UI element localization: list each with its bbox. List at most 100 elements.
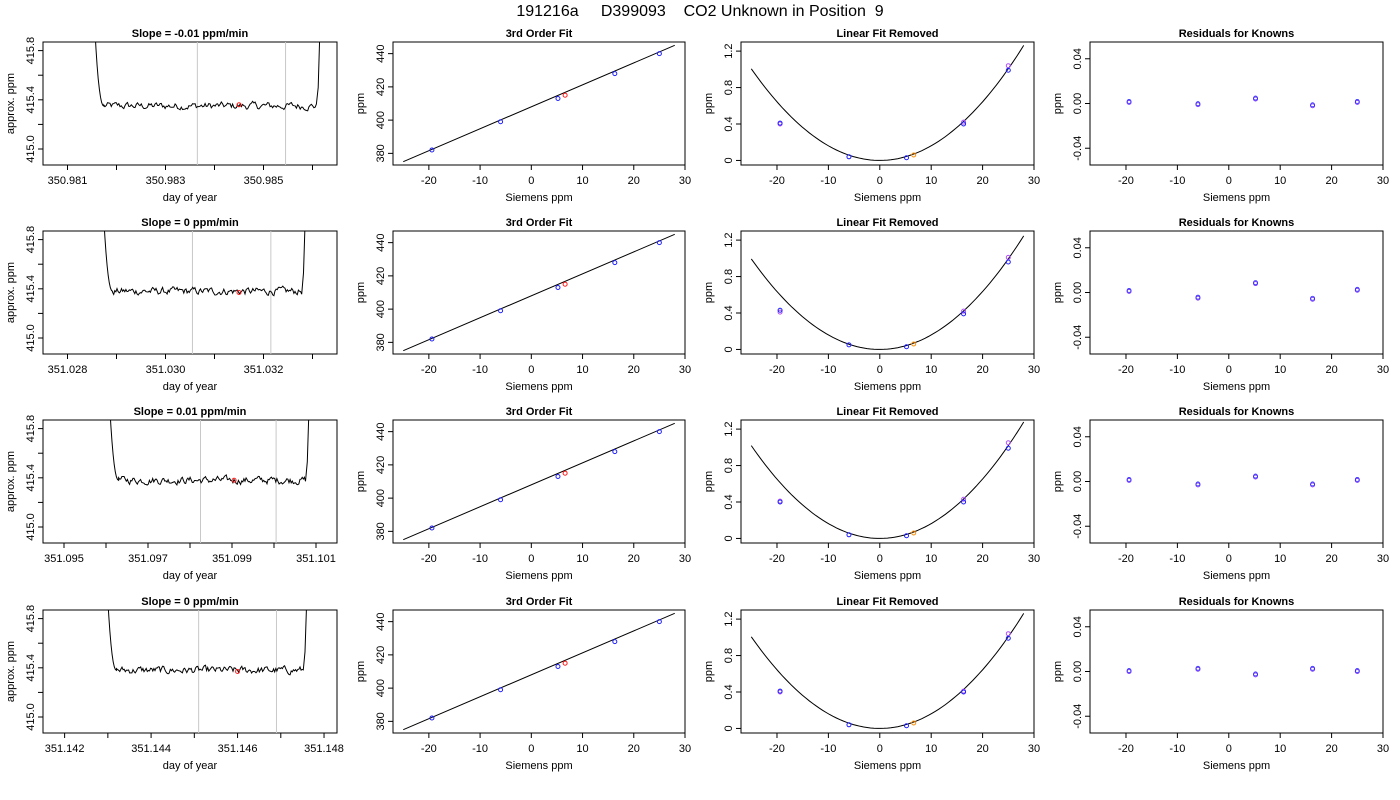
r3-residuals-residual-point — [1253, 473, 1258, 479]
r1-fit-known-point — [656, 51, 662, 57]
r4-fit-ytick-label: 420 — [375, 646, 387, 664]
r4-linear-removed-frame — [740, 609, 1035, 734]
r1-linear-removed-xtick-label: -10 — [820, 175, 836, 187]
r4-time-series-xtick-label: 351.142 — [45, 743, 85, 755]
r1-fit-unknown-point — [562, 92, 568, 98]
r2-residuals-frame — [1089, 230, 1384, 355]
r1-linear-removed-ytick-label: 0.8 — [723, 80, 735, 95]
r1-fit-frame — [392, 41, 686, 166]
r1-time-series-ytick-label: 415.0 — [25, 135, 37, 163]
r3-time-series-unknown-point — [231, 477, 237, 483]
r3-residuals-xtick-label: 30 — [1377, 553, 1389, 565]
r3-linear-removed-known-point — [777, 499, 783, 505]
r2-fit-known-point — [429, 336, 435, 342]
r3-residuals-ytick-label: 0.04 — [1072, 426, 1084, 447]
r3-residuals-xlabel: Siemens ppm — [1203, 570, 1270, 582]
r2-time-series-xtick-label: 351.030 — [146, 364, 186, 376]
r3-time-series-xlabel: day of year — [163, 570, 218, 582]
r4-residuals-residual-point — [1195, 665, 1201, 671]
r1-fit-ylabel: ppm — [355, 93, 367, 114]
r3-time-series-ytick-label: 415.0 — [25, 513, 37, 541]
r2-fit-fit-line — [403, 233, 675, 352]
r3-residuals-frame — [1089, 419, 1384, 544]
r2-residuals-residual-point — [1195, 294, 1201, 300]
r1-fit-ytick-label: 440 — [375, 44, 387, 62]
r4-time-series-frame — [42, 609, 338, 734]
r2-linear-removed-ylabel: ppm — [703, 282, 715, 303]
r1-linear-removed-known-point-alt — [1005, 63, 1011, 69]
r3-time-series-ytick-label: 415.4 — [25, 464, 37, 492]
r2-linear-removed-known-point — [904, 344, 910, 350]
r1-fit-ytick-label: 380 — [375, 144, 387, 162]
r3-residuals-plot-area — [1126, 473, 1360, 488]
r3-time-series-xtick-label: 351.101 — [296, 553, 336, 565]
r1-residuals-residual-point — [1310, 102, 1315, 108]
r2-fit-xlabel: Siemens ppm — [505, 381, 572, 393]
r2-linear-removed-xtick-label: 20 — [976, 364, 988, 376]
r1-residuals-ylabel: ppm — [1052, 93, 1064, 114]
r1-linear-removed-xlabel: Siemens ppm — [854, 192, 921, 204]
r1-residuals-xtick-label: -10 — [1169, 175, 1185, 187]
r3-linear-removed-ytick-label: 0.4 — [723, 494, 735, 509]
r3-residuals-title: Residuals for Knowns — [1179, 406, 1295, 418]
r3-linear-removed-ytick-label: 1.2 — [723, 421, 735, 436]
r2-residuals-ytick-label: -0.04 — [1072, 325, 1084, 350]
r3-linear-removed-xtick-label: -20 — [769, 553, 785, 565]
r2-time-series-ylabel: approx. ppm — [5, 262, 17, 323]
r4-residuals-ytick-label: -0.04 — [1072, 704, 1084, 729]
r3-fit-known-point — [429, 525, 435, 531]
r1-linear-removed-known-point — [846, 154, 852, 160]
r2-fit-unknown-point — [562, 281, 568, 287]
r4-fit-xtick-label: 0 — [528, 743, 534, 755]
r1-residuals-residual-point — [1354, 99, 1360, 104]
r2-linear-removed-ytick-label: 0.8 — [723, 269, 735, 284]
r4-fit-xlabel: Siemens ppm — [505, 760, 572, 772]
r2-linear-removed-xtick-label: -10 — [820, 364, 836, 376]
r3-fit-xlabel: Siemens ppm — [505, 570, 572, 582]
r2-time-series-ytick-label: 415.4 — [25, 275, 37, 303]
r2-fit-xtick-label: 10 — [576, 364, 588, 376]
r3-linear-removed-known-point-alt — [1005, 440, 1011, 446]
r3-linear-removed-known-point — [846, 532, 852, 538]
r4-fit-ytick-label: 440 — [375, 612, 387, 630]
r1-residuals-xtick-label: 10 — [1274, 175, 1286, 187]
r4-linear-removed-xtick-label: -10 — [820, 743, 836, 755]
r4-linear-removed-known-point — [777, 688, 783, 694]
r4-linear-removed-xtick-label: 30 — [1028, 743, 1040, 755]
r4-residuals-xtick-label: -10 — [1169, 743, 1185, 755]
r3-fit-unknown-point — [562, 470, 568, 476]
r1-linear-removed-title: Linear Fit Removed — [836, 28, 938, 40]
r3-fit-frame — [392, 419, 686, 544]
r2-fit-known-point — [612, 260, 618, 266]
r4-fit-fit-line — [403, 612, 675, 731]
r4-time-series-xtick-label: 351.144 — [131, 743, 171, 755]
r3-fit-title: 3rd Order Fit — [506, 406, 573, 418]
r3-linear-removed-unknown-point — [911, 530, 917, 536]
r4-time-series-title: Slope = 0 ppm/min — [141, 596, 239, 608]
r1-fit-xtick-label: -20 — [421, 175, 437, 187]
r3-fit-ytick-label: 440 — [375, 422, 387, 440]
r3-fit-ytick-label: 400 — [375, 489, 387, 507]
r3-fit-known-point — [612, 449, 618, 455]
r2-residuals-xtick-label: 10 — [1274, 364, 1286, 376]
r2-fit-ytick-label: 420 — [375, 267, 387, 285]
r1-time-series-unknown-point — [236, 102, 242, 108]
r4-linear-removed-xtick-label: -20 — [769, 743, 785, 755]
r4-fit-title: 3rd Order Fit — [506, 596, 573, 608]
r2-time-series-ytick-label: 415.8 — [25, 226, 37, 254]
r4-fit-ytick-label: 400 — [375, 679, 387, 697]
r1-fit-xtick-label: 10 — [576, 175, 588, 187]
r2-residuals-ytick-label: 0.00 — [1072, 282, 1084, 303]
r3-linear-removed-ytick-label: 0.8 — [723, 458, 735, 473]
r3-time-series-trace-line — [110, 420, 310, 486]
r2-residuals-xtick-label: -20 — [1118, 364, 1134, 376]
r4-fit-frame — [392, 609, 686, 734]
r2-linear-removed-known-point — [846, 342, 852, 348]
r4-residuals-xtick-label: -20 — [1118, 743, 1134, 755]
r2-linear-removed-xtick-label: -20 — [769, 364, 785, 376]
r2-fit-plot-area — [403, 233, 675, 352]
r4-residuals-xtick-label: 20 — [1325, 743, 1337, 755]
r4-fit-xtick-label: 30 — [679, 743, 691, 755]
r1-time-series-ytick-label: 415.8 — [25, 37, 37, 65]
r2-residuals-plot-area — [1126, 280, 1360, 302]
